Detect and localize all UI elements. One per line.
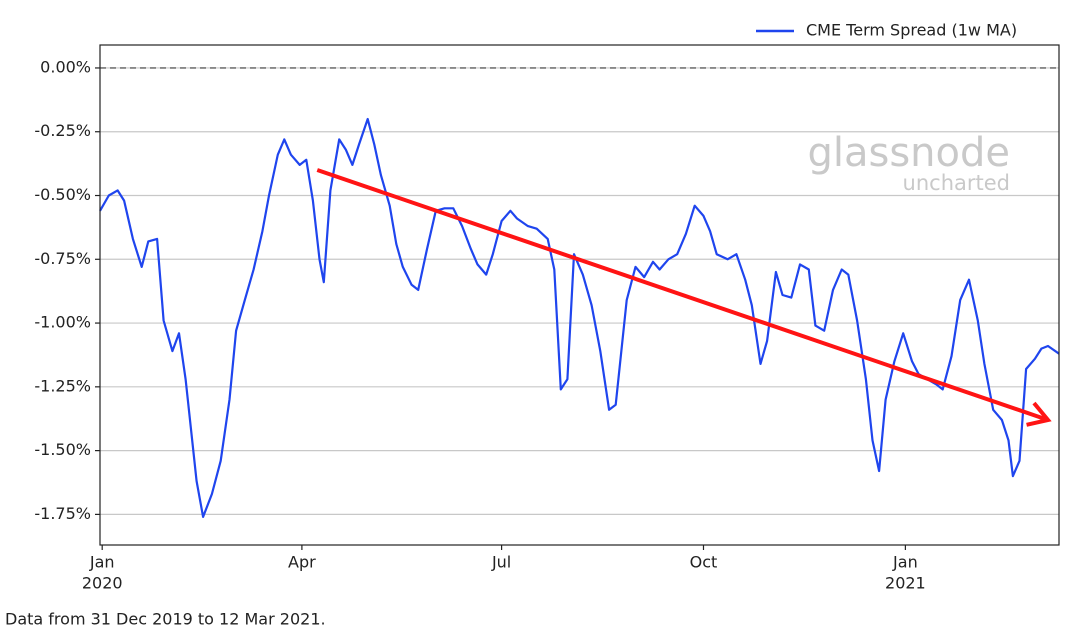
y-tick-label: -0.50%	[34, 185, 91, 204]
y-tick-label: 0.00%	[40, 57, 91, 76]
y-tick-label: -1.75%	[34, 504, 91, 523]
x-tick-label: Jul	[491, 553, 511, 572]
y-tick-label: -1.25%	[34, 376, 91, 395]
x-tick-label: Jan	[892, 553, 918, 572]
data-line	[99, 117, 1060, 518]
x-tick-label: Apr	[288, 553, 316, 572]
trend-arrow	[316, 168, 1049, 422]
y-tick-label: -0.75%	[34, 249, 91, 268]
watermark-sub: uncharted	[903, 171, 1010, 195]
x-tick-label: Jan	[89, 553, 115, 572]
y-tick-label: -0.25%	[34, 121, 91, 140]
y-tick-label: -1.00%	[34, 313, 91, 332]
plot-frame	[99, 44, 1060, 546]
x-tick-year: 2021	[885, 574, 926, 593]
x-tick-year: 2020	[82, 574, 123, 593]
watermark-brand: glassnode	[807, 130, 1010, 176]
x-tick-label: Oct	[690, 553, 718, 572]
footnote: Data from 31 Dec 2019 to 12 Mar 2021.	[5, 610, 326, 629]
y-tick-label: -1.50%	[34, 440, 91, 459]
trend-arrow-head	[1026, 401, 1052, 427]
legend-label: CME Term Spread (1w MA)	[806, 21, 1017, 40]
